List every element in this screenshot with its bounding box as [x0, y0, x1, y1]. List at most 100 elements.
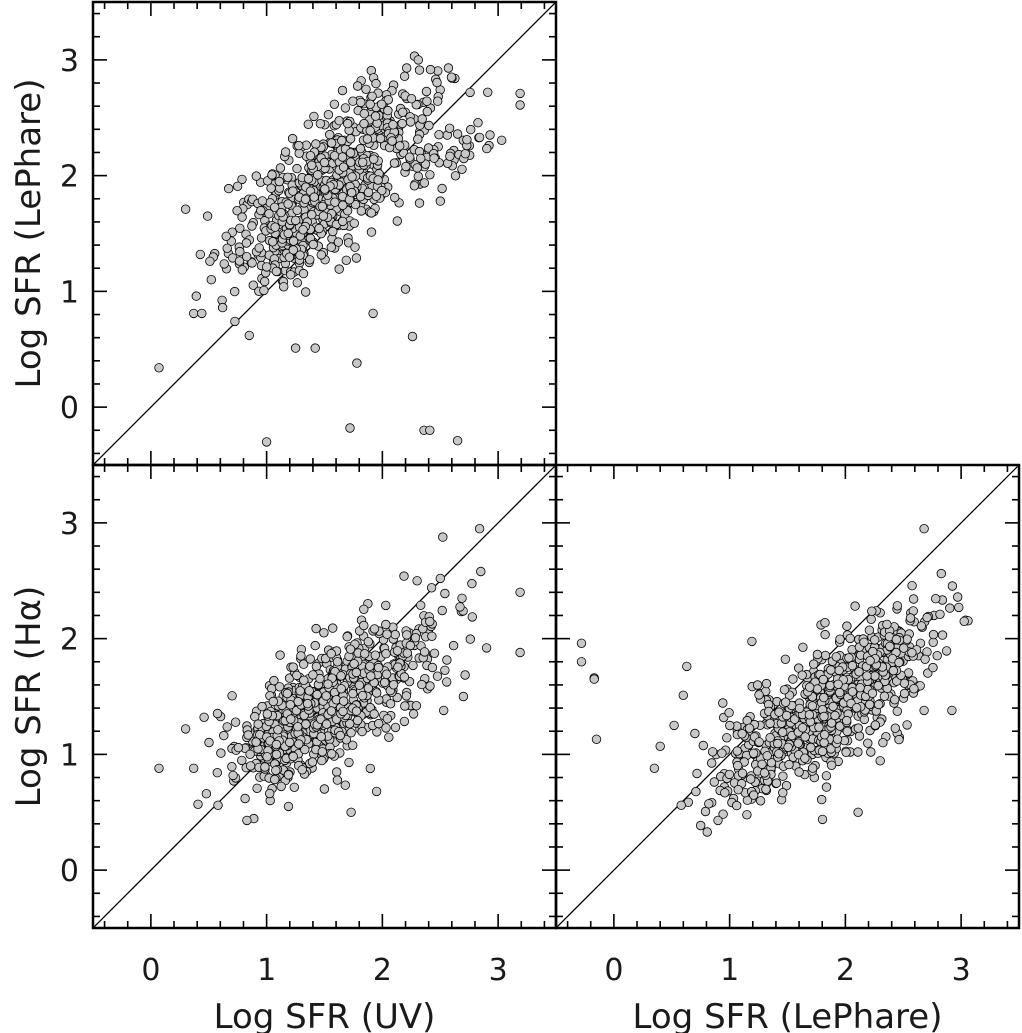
data-point — [794, 703, 805, 714]
x-tick-label: 0 — [604, 953, 623, 988]
data-point — [257, 196, 268, 206]
data-point — [433, 96, 443, 106]
data-point — [443, 63, 454, 73]
data-point — [373, 175, 383, 185]
data-point — [346, 157, 356, 167]
data-point — [709, 777, 720, 787]
data-point — [365, 661, 375, 672]
data-point — [301, 287, 311, 297]
data-point — [385, 699, 396, 709]
data-point — [389, 158, 400, 168]
data-point — [221, 231, 231, 242]
data-point — [826, 744, 836, 754]
data-point — [422, 96, 432, 106]
data-point — [779, 685, 790, 695]
data-point — [953, 592, 963, 602]
data-point — [297, 765, 307, 775]
data-point — [959, 616, 969, 627]
data-point — [205, 256, 215, 267]
data-point — [180, 724, 191, 734]
data-point — [762, 751, 772, 761]
data-point — [298, 268, 309, 279]
data-point — [377, 185, 387, 196]
data-point — [414, 198, 425, 208]
data-point — [219, 259, 229, 269]
data-point — [754, 690, 764, 700]
data-point — [245, 761, 256, 771]
data-point — [399, 71, 410, 82]
data-point — [692, 768, 702, 779]
data-point — [794, 767, 804, 777]
data-point — [371, 78, 381, 89]
data-point — [733, 785, 743, 795]
data-point — [765, 718, 775, 729]
data-point — [862, 671, 872, 681]
data-point — [283, 199, 293, 209]
data-point — [515, 647, 525, 658]
data-point — [334, 264, 344, 274]
data-point — [223, 183, 234, 194]
data-point — [323, 109, 334, 120]
data-point — [262, 262, 272, 272]
data-point — [853, 747, 863, 757]
data-point — [954, 602, 964, 613]
data-point — [352, 358, 362, 368]
data-point — [234, 256, 245, 266]
x-axis-label: Log SFR (UV) — [214, 997, 436, 1033]
data-point — [427, 662, 438, 673]
data-point — [465, 87, 475, 98]
data-point — [771, 778, 782, 788]
data-point — [919, 705, 929, 716]
data-point — [412, 163, 422, 173]
data-point — [154, 363, 164, 373]
data-point — [899, 643, 909, 653]
data-point — [847, 687, 858, 697]
data-point — [412, 576, 422, 586]
data-point — [749, 790, 759, 800]
data-point — [865, 656, 875, 666]
data-point — [867, 606, 877, 616]
data-point — [243, 730, 253, 740]
data-point — [870, 635, 880, 645]
data-point — [408, 660, 418, 671]
data-point — [204, 737, 214, 748]
data-point — [260, 762, 270, 772]
data-point — [434, 129, 444, 140]
data-point — [859, 637, 869, 648]
data-point — [788, 674, 798, 684]
data-point — [440, 665, 450, 676]
data-point — [429, 648, 440, 659]
data-point — [295, 686, 305, 696]
data-point — [380, 677, 390, 688]
data-point — [442, 655, 452, 665]
data-point — [702, 827, 712, 837]
data-point — [367, 91, 377, 102]
data-point — [417, 114, 427, 124]
data-point — [427, 631, 437, 642]
data-point — [256, 205, 266, 216]
panel-bottom-left: 0 1 2 3 0 1 2 3 Log SFR (UV) Log SFR (Hα) — [9, 463, 558, 1033]
data-point — [892, 601, 903, 611]
data-point — [251, 171, 261, 181]
data-point — [328, 623, 338, 633]
data-point — [435, 196, 446, 206]
data-point — [392, 646, 403, 656]
data-point — [314, 223, 324, 234]
data-point — [357, 726, 367, 737]
data-point — [649, 763, 660, 774]
data-point — [257, 701, 267, 712]
data-point — [319, 628, 329, 638]
panel-bottom-right: 0 1 2 3 Log SFR (LePhare) — [554, 463, 1021, 1033]
data-point — [744, 723, 755, 733]
data-point — [199, 712, 209, 723]
data-point — [237, 174, 247, 185]
data-point — [460, 148, 471, 159]
data-point — [919, 524, 929, 534]
data-point — [369, 154, 379, 164]
data-point — [476, 566, 486, 577]
data-point — [271, 739, 282, 750]
data-point — [878, 738, 888, 748]
data-point — [326, 649, 336, 659]
data-point — [899, 678, 910, 689]
data-point — [773, 738, 783, 749]
